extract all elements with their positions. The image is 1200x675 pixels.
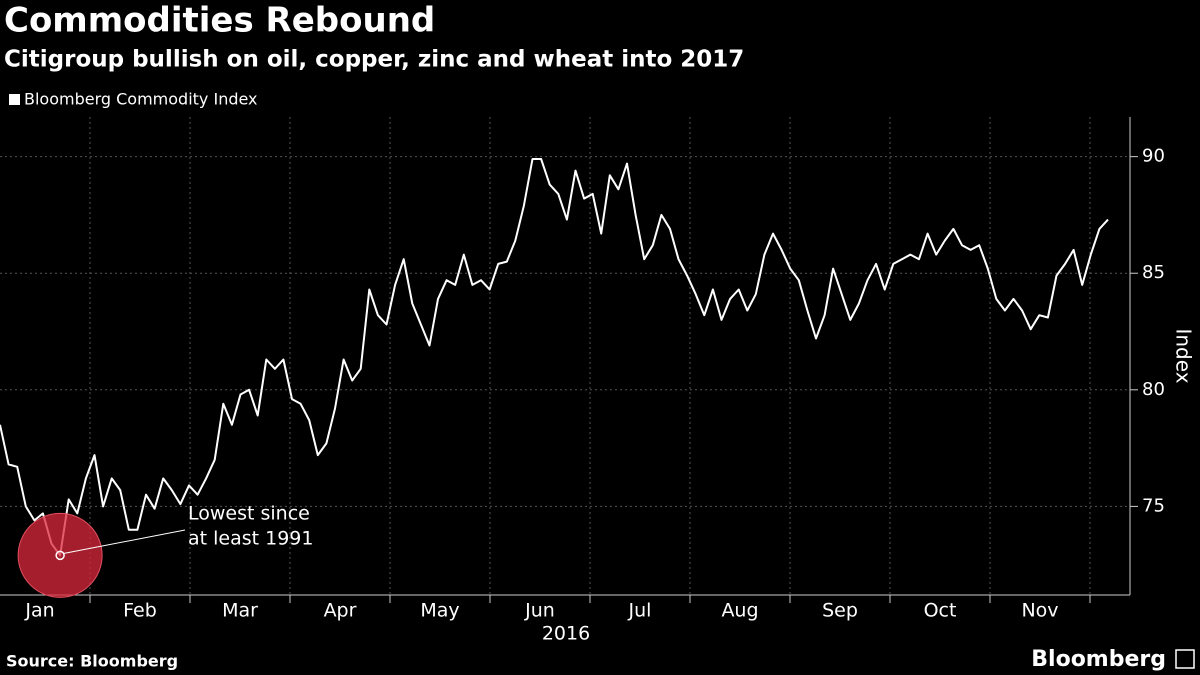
legend-swatch [9,94,20,105]
line [0,158,1109,557]
x-tick-label: Feb [123,600,157,622]
y-tick-label: 90 [1142,146,1165,167]
x-tick-label: Jun [524,600,555,622]
annotation-point [55,550,65,561]
x-tick-label: Oct [924,600,957,622]
annotation-halo [17,512,103,598]
x-tick-label: Aug [721,600,758,622]
brand: Bloomberg [1031,647,1166,672]
x-tick-label: Apr [324,600,357,622]
x-tick-label: Mar [222,600,258,622]
chart-subtitle: Citigroup bullish on oil, copper, zinc a… [4,47,744,73]
y-tick-label: 80 [1142,379,1165,400]
y-tick-label: 75 [1142,495,1165,516]
brand-icon [1175,649,1195,669]
x-tick-label: Sep [822,600,858,622]
source: Source: Bloomberg [6,652,178,671]
chart-title: Commodities Rebound [4,1,435,41]
x-tick-label: Jan [24,600,54,622]
x-tick-label: May [420,600,459,622]
legend-label: Bloomberg Commodity Index [24,90,258,109]
annotation-leader [64,529,186,554]
x-tick-label: Jul [628,600,652,622]
y-tick-label: 85 [1142,262,1165,283]
x-axis-label: 2016 [542,623,590,645]
y-axis-label: Index [1172,328,1196,383]
annotation-text: at least 1991 [188,528,314,550]
annotation-text: Lowest since [188,503,310,525]
x-tick-label: Nov [1021,600,1058,622]
